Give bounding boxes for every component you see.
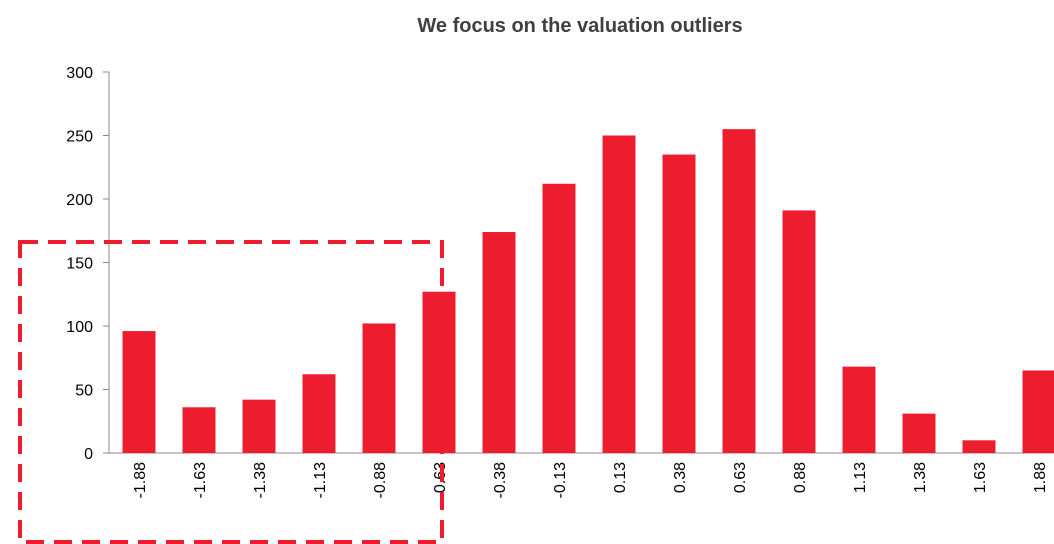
highlight-box: [18, 240, 444, 544]
bar: [602, 135, 636, 453]
y-tick-label: 200: [66, 192, 93, 209]
bar: [302, 374, 336, 453]
chart-title: We focus on the valuation outliers: [417, 15, 742, 37]
x-tick-label: 0.38: [672, 462, 689, 493]
bar: [782, 210, 816, 453]
x-tick-label: 0.13: [612, 462, 629, 493]
bar: [362, 323, 396, 453]
bar: [242, 399, 276, 453]
bar: [542, 183, 576, 453]
x-tick-label: 1.13: [852, 462, 869, 493]
bar: [482, 232, 516, 453]
bar: [722, 129, 756, 453]
x-tick-label: -1.13: [312, 462, 329, 499]
x-tick-label: 0.88: [792, 462, 809, 493]
y-tick-label: 300: [66, 65, 93, 82]
bar: [182, 407, 216, 453]
x-tick-label: -0.13: [552, 462, 569, 499]
bar: [662, 154, 696, 454]
y-tick-label: 250: [66, 129, 93, 146]
y-tick-label: 100: [66, 319, 93, 336]
y-tick-label: 50: [75, 383, 93, 400]
plot: 0 50 100 150 200 250 300 -1.88 -1.63 -1.38 -1.13 -0…: [66, 65, 1054, 498]
bar: [902, 413, 936, 453]
x-tick-label: -0.38: [492, 462, 509, 499]
bar: [842, 366, 876, 453]
bar: [422, 291, 456, 453]
bar: [962, 440, 996, 453]
x-tick-label: 0.63: [732, 462, 749, 493]
bar: [1022, 370, 1054, 453]
x-tick-label: -1.88: [132, 462, 149, 499]
x-tick-label: 1.38: [912, 462, 929, 493]
y-tick-label: 0: [84, 446, 93, 463]
bar: [122, 331, 156, 453]
x-tick-label: -1.63: [192, 462, 209, 499]
x-tick-label: -0.88: [372, 462, 389, 499]
x-tick-label: -1.38: [252, 462, 269, 499]
y-tick-label: 150: [66, 256, 93, 273]
x-tick-label: 1.63: [972, 462, 989, 493]
x-tick-label: 1.88: [1032, 462, 1049, 493]
